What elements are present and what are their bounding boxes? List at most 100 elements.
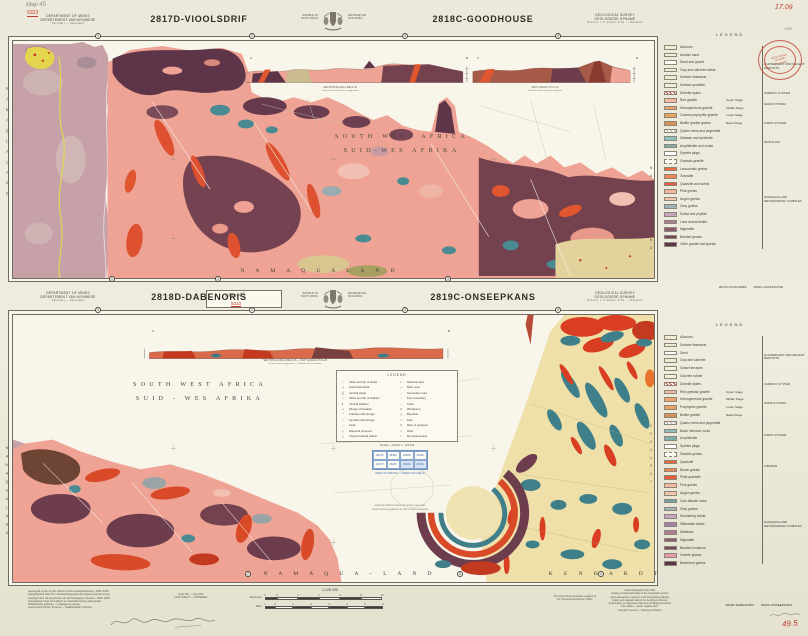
arms-line: REPUBLIC OF	[302, 15, 318, 17]
legend-swatch	[664, 514, 677, 519]
legend-stage-label: Upper Stage	[726, 389, 743, 394]
legend-label: Gneissic granite	[680, 158, 704, 163]
legend-row: Quartz veins and pegmatite	[664, 420, 804, 428]
legend-divider	[762, 336, 763, 564]
legend-swatch	[664, 436, 677, 441]
sheet1-area-name-af: SUID-WES AFRIKA	[343, 147, 461, 154]
legend-stage-label: Middle Stage	[726, 105, 744, 110]
legend-swatch	[664, 174, 677, 179]
legend-stage-label: Basal Stage	[726, 412, 743, 417]
legend-groups: QUATERNARY AND RECENT DEPOSITS KARROO SYS…	[764, 334, 808, 568]
index-cell: 2818A	[386, 451, 400, 460]
legend-swatch	[664, 158, 677, 164]
coat-of-arms-icon	[323, 290, 343, 309]
geology-map-dabenoris-onseepkans	[12, 314, 654, 582]
cross-section-strip-1	[239, 60, 468, 83]
legend-row: Syenite plugs	[664, 150, 804, 158]
footer-note-line: The South African land base supplied by	[553, 595, 597, 598]
inset-legend-label: Syncline with plunge	[349, 417, 375, 422]
legend-row: Homogeneous granite Middle Stage	[664, 105, 804, 113]
sheet1-title-right: 2818C-GOODHOUSE	[432, 14, 534, 24]
scale-tick-label: 8	[360, 593, 362, 597]
scale-bar-segment	[265, 597, 277, 600]
inset-legend-label: Strike and dip of strata	[349, 380, 377, 384]
legend-row: Pink gneiss	[664, 482, 804, 490]
map-area-sheet2	[11, 313, 655, 583]
inset-legend-symbol: ┄	[400, 390, 402, 395]
legend-title: LEGEND	[715, 322, 745, 327]
legend-row: Banded ironstone	[664, 545, 804, 553]
edge-number-circle: 1	[95, 33, 101, 39]
legend-row: Pella quartzite	[664, 474, 804, 482]
legend-rows: Alluvium Aeolian sand Sand and gravel Clay …	[664, 44, 804, 249]
legend-column-sheet2: LEGEND Alluvium Surface limestone Sand Clay…	[660, 318, 808, 578]
legend-label: Pella quartzite	[680, 475, 701, 480]
index-cell: 2818B	[400, 451, 414, 460]
library-stamp: GEOLOGIESE OPNAME PRETORIA	[758, 40, 802, 80]
inset-legend-symbol: ⊙	[400, 406, 403, 411]
footer-notes-middle: The South African land base supplied by t…	[543, 595, 607, 602]
inset-legend-label: Dam	[407, 417, 413, 422]
inset-legend-row: ⟍ Strike and dip of foliation	[342, 396, 396, 401]
legend-label: Dolerite dykes	[680, 90, 701, 95]
legend-label: Homogeneous granite	[680, 397, 713, 402]
pencil-note-top: Map 45	[25, 1, 47, 9]
footer-note-line: First edition — Eerste uitgawe 1972.	[621, 606, 659, 609]
legend-label: Granitic gneiss	[680, 451, 702, 456]
department-line: DEPARTMENT OF MINES	[46, 291, 90, 295]
footer-note-line: Kaart saamgestel en geteken in die karto…	[610, 596, 670, 599]
sheet1-area-name-en: SOUTH WEST AFRICA	[334, 133, 470, 140]
scale-tick-label: 1	[264, 602, 266, 606]
legend-swatch	[664, 483, 677, 488]
legend-stage-label: Lower Stage	[726, 405, 743, 410]
edge-number-circle: 1	[109, 276, 115, 282]
arms-line: SUID-AFRIKA	[348, 18, 363, 20]
inset-legend-row: ∥ Vertical foliation	[342, 402, 396, 407]
index-cell: 2819A	[413, 451, 427, 460]
sheet2-area-name-en: SOUTH WEST AFRICA	[132, 381, 268, 388]
scale-tick-label: 1	[292, 602, 294, 606]
sheet2-edge-label-bottom-right: K E N H A R D T	[548, 571, 663, 577]
index-cell: 2817D	[373, 460, 387, 469]
stamp-outer-ring	[758, 40, 802, 80]
inset-legend-row: ┄ Secondary road	[400, 391, 456, 396]
legend-swatch	[664, 459, 677, 465]
legend-swatch	[664, 52, 677, 58]
legend-label: Leucocratic gneiss	[680, 166, 708, 171]
legend-swatch	[664, 490, 677, 496]
inset-legend-label: Plunge of lineation	[349, 406, 373, 411]
library-map-number-box: Map 45 5323	[206, 290, 282, 308]
inset-legend-label: Dry watercourse	[407, 433, 428, 438]
legend-row: Biotite granite Basal Stage	[664, 412, 804, 420]
miles-scale-bar: 1 0 1 2 3 4 5 6	[264, 602, 395, 609]
legend-label: Aeolian sand	[680, 52, 700, 57]
inset-legend-box: LEGEND ⟋ Strike and dip of strata + Horizon…	[336, 370, 458, 442]
legend-swatch	[664, 397, 677, 402]
scale-tick-label: 0	[274, 602, 276, 606]
legend-label: Migmatite	[680, 537, 695, 542]
inset-legend-label: Trigonometrical station	[349, 433, 378, 438]
legend-swatch	[664, 475, 677, 480]
inset-legend-row: ⌄ Syncline with plunge	[342, 418, 396, 423]
legend-swatch	[664, 420, 677, 426]
map-frame-sheet1	[8, 36, 658, 282]
legend-label: Syenite plugs	[680, 444, 700, 449]
legend-label: Sand and gravel	[680, 60, 705, 65]
legend-swatch	[664, 105, 677, 111]
inset-legend-symbol: △	[342, 433, 345, 438]
legend-row: Gneissic granite	[664, 158, 804, 166]
edge-number-circle: 2	[215, 276, 221, 282]
legend-swatch	[664, 444, 677, 449]
legend-row: Metalava	[664, 529, 804, 537]
legend-swatch	[664, 90, 677, 96]
inset-legend-row: ┈ Farm boundary	[400, 396, 456, 401]
sheet1-title-left: 2817D-VIOOLSDRIF	[150, 14, 248, 24]
survey-line: GEOLOGICAL SURVEY	[595, 291, 635, 295]
legend-row: Homogeneous granite Middle Stage	[664, 396, 804, 404]
inset-legend-row: + Horizontal strata	[342, 385, 396, 390]
inset-legend-symbol: →	[342, 406, 345, 411]
legend-swatch	[664, 189, 677, 194]
department-line: DEPARTEMENT VAN MYNWESE	[40, 295, 96, 300]
legend-divider	[762, 46, 763, 249]
sheet2-edge-label-left: NAMAQUALAND	[5, 446, 9, 540]
